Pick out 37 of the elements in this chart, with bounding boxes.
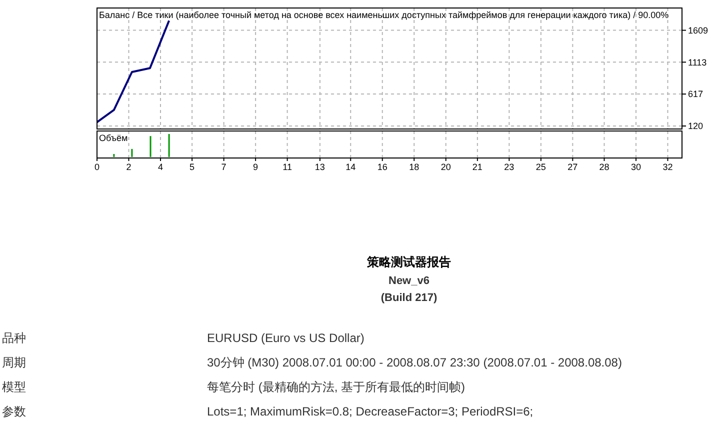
text: 每笔分时 (最精确的方法, 基于所有最低的时间帧) [207, 380, 465, 394]
x-tick-label: 28 [599, 162, 610, 172]
text: Lots=1; MaximumRisk=0.8; DecreaseFactor=3; PeriodRSI=6; [207, 404, 534, 418]
y-tick-label: 617 [688, 89, 704, 100]
x-tick-label: 9 [253, 162, 258, 172]
text: EURUSD (Euro vs US Dollar) [207, 331, 364, 345]
text: 参数 [2, 404, 26, 418]
x-tick-label: 20 [440, 162, 451, 172]
x-tick-label: 23 [504, 162, 514, 172]
x-tick-label: 21 [472, 162, 482, 172]
x-tick-label: 27 [568, 162, 578, 172]
text: 模型 [2, 380, 26, 394]
x-tick-label: 14 [346, 162, 356, 172]
text: New_v6 [388, 275, 430, 287]
x-tick-label: 25 [536, 162, 546, 172]
x-tick-label: 30 [630, 162, 641, 172]
x-tick-label: 4 [158, 162, 163, 172]
x-tick-label: 18 [409, 162, 420, 172]
y-tick-label: 1113 [688, 57, 707, 68]
x-tick-label: 11 [282, 162, 292, 172]
text: 策略测试器报告 [366, 255, 451, 269]
chart-title: Баланс / Все тики (наиболее точный метод на основе всех наименьших доступных таймфреймов для генерации каждого тика) / 90.00% [99, 10, 669, 20]
text: (Build 217) [380, 292, 438, 304]
x-tick-label: 7 [221, 162, 226, 172]
text: 品种 [2, 331, 26, 345]
text: 30分钟 (M30) 2008.07.01 00:00 - 2008.08.07 23:30 (2008.07.01 - 2008.08.08) [207, 356, 622, 370]
line-series [96, 20, 170, 124]
x-tick-label: 16 [377, 162, 388, 172]
y-tick-label: 1609 [688, 25, 708, 36]
y-tick-label: 120 [688, 121, 704, 132]
x-tick-label: 13 [314, 162, 325, 172]
x-tick-label: 2 [126, 162, 132, 172]
chart-title: Объём [99, 133, 128, 143]
x-tick-label: 5 [190, 162, 195, 172]
x-tick-label: 0 [94, 162, 100, 172]
x-tick-label: 32 [662, 162, 673, 172]
text: 周期 [2, 356, 26, 370]
